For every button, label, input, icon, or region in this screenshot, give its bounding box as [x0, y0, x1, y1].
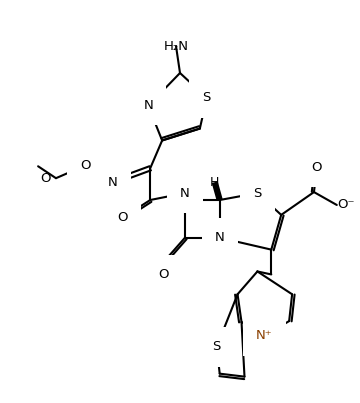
Text: N: N — [143, 99, 153, 112]
Text: N: N — [180, 187, 190, 199]
Text: O: O — [81, 159, 91, 172]
Text: O⁻: O⁻ — [337, 198, 354, 212]
Text: H₂N: H₂N — [163, 40, 189, 53]
Text: O: O — [41, 172, 51, 185]
Text: N: N — [215, 231, 225, 244]
Text: H: H — [210, 176, 219, 189]
Text: N⁺: N⁺ — [256, 330, 273, 343]
Text: O: O — [312, 161, 322, 174]
Text: S: S — [203, 91, 211, 104]
Text: O: O — [117, 211, 128, 224]
Text: S: S — [212, 341, 221, 353]
Text: O: O — [158, 268, 168, 281]
Text: N: N — [108, 176, 117, 189]
Text: S: S — [253, 187, 262, 199]
